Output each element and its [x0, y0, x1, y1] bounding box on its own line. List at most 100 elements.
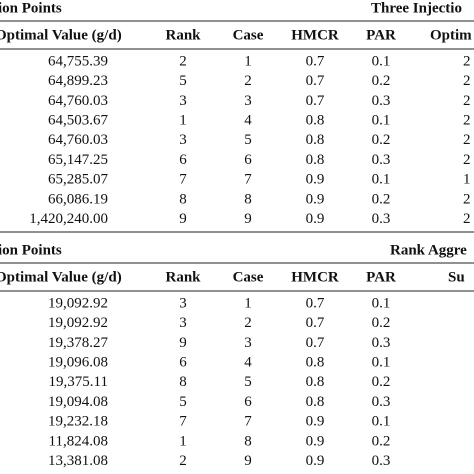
- table-cell: 7: [244, 414, 252, 430]
- table-cell: 11,824.08: [49, 433, 108, 449]
- table-cell: 3: [179, 93, 187, 109]
- table-cell: 0.9: [306, 172, 325, 188]
- table-cell: 0.1: [372, 355, 391, 371]
- table-cell: 0.8: [306, 374, 325, 390]
- table-cell: 2: [463, 53, 471, 69]
- table-cell: 6: [179, 355, 187, 371]
- table-cell: 0.2: [372, 73, 391, 89]
- table-cell: 19,375.11: [49, 374, 108, 390]
- table-cell: 2: [179, 53, 187, 69]
- table-cell: 5: [179, 73, 187, 89]
- table-cell: 64,503.67: [48, 113, 109, 129]
- section-title: Three Injectio: [371, 0, 462, 16]
- table-cell: 19,378.27: [48, 335, 109, 351]
- table-cell: 9: [179, 335, 187, 351]
- table-cell: 0.1: [372, 53, 391, 69]
- table-cell: 2: [463, 73, 471, 89]
- table-cell: 1: [244, 295, 252, 311]
- table-cell: 0.1: [372, 172, 391, 188]
- column-header: HMCR: [291, 269, 339, 285]
- column-header: Rank: [165, 269, 201, 285]
- table-cell: 65,147.25: [48, 152, 108, 168]
- table-cell: 19,232.18: [48, 414, 108, 430]
- table-cell: 65,285.07: [48, 172, 109, 188]
- column-header: Optimal Value (g/d): [0, 269, 122, 285]
- table-cell: 0.7: [306, 93, 325, 109]
- table-cell: 0.2: [372, 374, 391, 390]
- table-cell: 8: [244, 433, 252, 449]
- column-header: PAR: [366, 27, 396, 43]
- table-cell: 3: [179, 315, 187, 331]
- table-cell: 6: [244, 152, 252, 168]
- table-cell: 19,092.92: [48, 315, 108, 331]
- column-header: HMCR: [291, 27, 339, 43]
- table-cell: 0.7: [306, 53, 325, 69]
- table-cell: 0.7: [306, 73, 325, 89]
- table-cell: 0.9: [306, 191, 325, 207]
- table-cell: 8: [179, 374, 187, 390]
- table-cell: 0.3: [372, 211, 391, 227]
- table-cell: 64,755.39: [48, 53, 108, 69]
- table-cell: 64,760.03: [48, 93, 108, 109]
- table-cell: 2: [463, 113, 471, 129]
- table-cell: 7: [179, 172, 187, 188]
- column-header: Case: [233, 269, 264, 285]
- table-cell: 0.8: [306, 355, 325, 371]
- column-header: PAR: [366, 269, 396, 285]
- table-cell: 2: [463, 191, 471, 207]
- table-cell: 64,760.03: [48, 132, 108, 148]
- table-cell: 8: [244, 191, 252, 207]
- table-cell: 19,092.92: [48, 295, 108, 311]
- table-cell: 3: [244, 335, 252, 351]
- table-cell: 0.8: [306, 394, 325, 410]
- section-title: ion Points: [0, 242, 62, 258]
- table-cell: 13,381.08: [48, 453, 108, 469]
- table-cell: 0.3: [372, 152, 391, 168]
- table-cell: 5: [179, 394, 187, 410]
- table-cell: 6: [179, 152, 187, 168]
- table-cell: 9: [244, 211, 252, 227]
- table-cell: 1: [463, 172, 471, 188]
- table-cell: 19,094.08: [48, 394, 108, 410]
- table-cell: 1,420,240.00: [29, 211, 108, 227]
- table-cell: 7: [244, 172, 252, 188]
- table-cell: 0.9: [306, 211, 325, 227]
- section-title: Rank Aggre: [390, 242, 467, 258]
- section-title: ion Points: [0, 0, 62, 16]
- table-cell: 0.8: [306, 132, 325, 148]
- table-cell: 7: [179, 414, 187, 430]
- table-cell: 0.7: [306, 315, 325, 331]
- table-cell: 2: [463, 93, 471, 109]
- table-cell: 2: [179, 453, 187, 469]
- table-cell: 5: [244, 132, 252, 148]
- column-header: Case: [233, 27, 264, 43]
- table-cell: 0.1: [372, 113, 391, 129]
- table-cell: 19,096.08: [48, 355, 108, 371]
- table-cell: 0.3: [372, 453, 391, 469]
- table-cell: 0.2: [372, 132, 391, 148]
- table-cell: 0.8: [306, 152, 325, 168]
- table-cell: 0.7: [306, 295, 325, 311]
- table-cell: 64,899.23: [48, 73, 108, 89]
- table-cell: 3: [179, 295, 187, 311]
- table-cell: 0.2: [372, 433, 391, 449]
- column-header: Rank: [165, 27, 201, 43]
- table-cell: 2: [463, 152, 471, 168]
- table-cell: 0.9: [306, 414, 325, 430]
- table-cell: 0.3: [372, 93, 391, 109]
- table-cell: 0.2: [372, 191, 391, 207]
- table-cell: 0.3: [372, 394, 391, 410]
- table-cell: 8: [179, 191, 187, 207]
- column-header: Optimal Value (g/d): [0, 27, 122, 43]
- table-cell: 0.7: [306, 335, 325, 351]
- table-cell: 6: [244, 394, 252, 410]
- table-cell: 9: [179, 211, 187, 227]
- table-cell: 0.8: [306, 113, 325, 129]
- column-header: Optim: [430, 27, 472, 43]
- table-cell: 0.9: [306, 453, 325, 469]
- table-cell: 1: [244, 53, 252, 69]
- table-cell: 0.2: [372, 315, 391, 331]
- table-cell: 66,086.19: [48, 191, 108, 207]
- table-cell: 3: [179, 132, 187, 148]
- table-cell: 0.1: [372, 414, 391, 430]
